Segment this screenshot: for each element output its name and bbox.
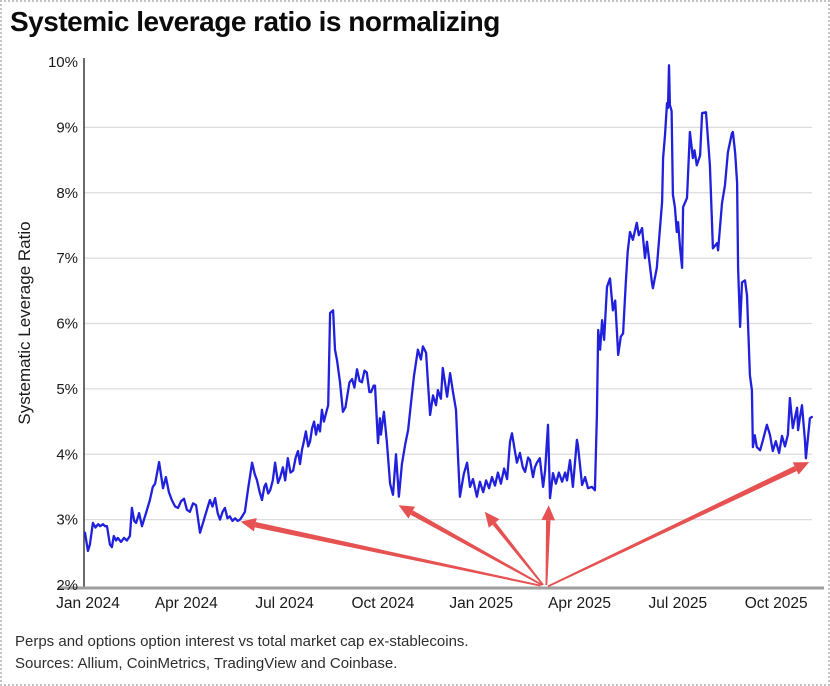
- x-tick-label: Oct 2024: [351, 595, 414, 612]
- annotation-arrow-head: [240, 518, 257, 532]
- y-tick-label: 9%: [56, 119, 78, 136]
- y-tick-label: 5%: [56, 381, 78, 398]
- y-tick-label: 7%: [56, 250, 78, 267]
- annotation-arrow-shaft: [545, 520, 551, 586]
- annotation-arrow-shaft: [254, 522, 541, 587]
- annotation-arrow-shaft: [547, 466, 797, 588]
- annotation-arrow-head: [792, 462, 810, 475]
- annotation-arrow-head: [541, 505, 556, 521]
- annotation-arrow-head: [398, 505, 416, 519]
- footnote-methodology: Perps and options option interest vs tot…: [15, 633, 469, 650]
- x-tick-label: Jul 2024: [255, 595, 314, 612]
- annotation-arrow-head: [484, 511, 500, 528]
- footnotes: Perps and options option interest vs tot…: [15, 631, 469, 675]
- x-tick-label: Jan 2025: [449, 595, 513, 612]
- y-tick-label: 10%: [48, 54, 78, 71]
- annotation-arrow-shaft: [410, 510, 543, 586]
- footnote-sources: Sources: Allium, CoinMetrics, TradingVie…: [15, 655, 398, 672]
- series-line: [83, 64, 813, 553]
- y-tick-label: 2%: [56, 577, 78, 594]
- y-tick-label: 4%: [56, 446, 78, 463]
- x-tick-label: Oct 2025: [745, 595, 808, 612]
- x-tick-label: Apr 2025: [548, 595, 611, 612]
- annotation-arrow-shaft: [492, 522, 544, 586]
- y-axis-title: Systematic Leverage Ratio: [15, 221, 34, 424]
- y-tick-label: 8%: [56, 185, 78, 202]
- x-tick-label: Apr 2024: [155, 595, 218, 612]
- y-tick-label: 3%: [56, 512, 78, 529]
- chart-title: Systemic leverage ratio is normalizing: [10, 6, 500, 37]
- y-tick-label: 6%: [56, 316, 78, 333]
- x-tick-label: Jan 2024: [56, 595, 120, 612]
- x-tick-label: Jul 2025: [649, 595, 708, 612]
